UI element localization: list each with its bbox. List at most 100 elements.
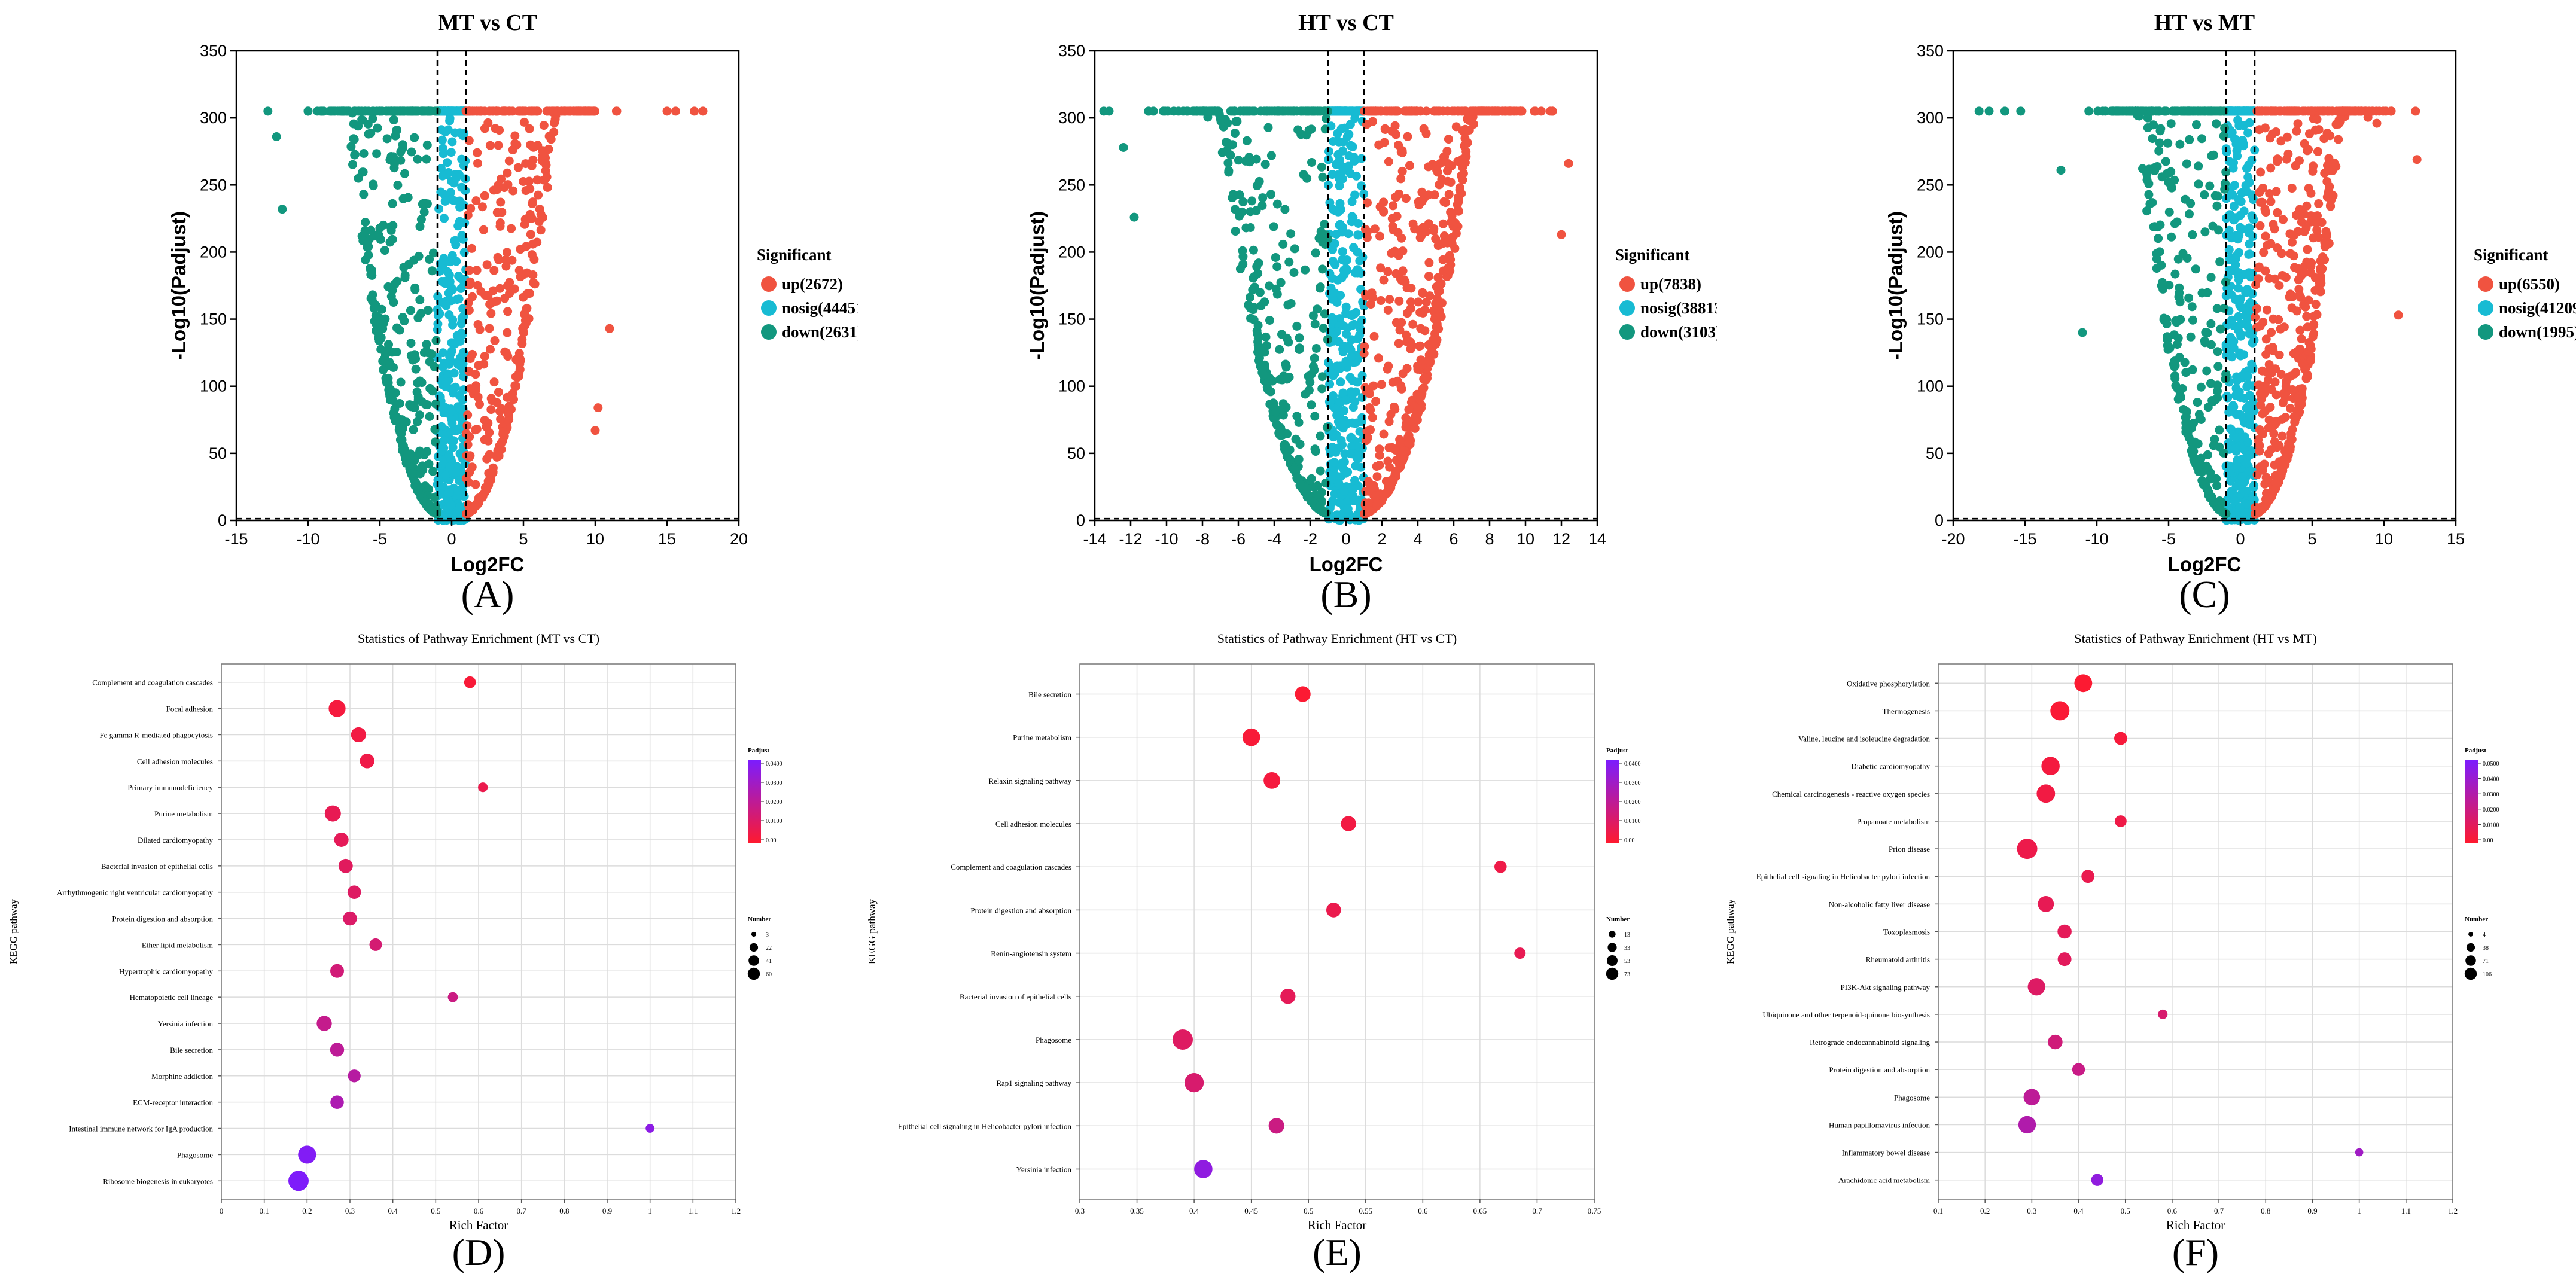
nosig-gene-point (1336, 459, 1346, 468)
x-tick-label: -10 (2085, 530, 2108, 548)
down-gene-point (1318, 172, 1327, 182)
nosig-gene-point (2234, 231, 2244, 240)
nosig-gene-point (1333, 150, 1343, 159)
nosig-gene-point (2236, 303, 2246, 312)
down-gene-point (374, 230, 383, 240)
down-gene-point (1307, 474, 1316, 483)
up-gene-point (1460, 133, 1470, 143)
up-gene-point (1453, 157, 1463, 166)
down-gene-point (2172, 340, 2182, 349)
down-gene-point (398, 194, 408, 203)
up-gene-point (1410, 423, 1420, 433)
down-gene-point (2204, 106, 2214, 116)
down-gene-point (363, 119, 373, 129)
up-gene-point (497, 208, 507, 217)
down-gene-point (1308, 311, 1318, 321)
number-legend-dot (1607, 943, 1617, 952)
up-gene-point (2297, 384, 2307, 394)
pathway-label: Chemical carcinogenesis - reactive oxyge… (1772, 790, 1930, 798)
down-gene-point (1317, 384, 1327, 394)
legend-swatch-up (761, 276, 777, 292)
down-gene-point (2157, 260, 2166, 270)
down-gene-point (375, 224, 385, 233)
down-gene-point (2136, 106, 2145, 116)
pathway-label: Human papillomavirus infection (1829, 1120, 1930, 1129)
padjust-colorbar (2465, 760, 2478, 843)
up-gene-point (525, 106, 534, 116)
nosig-gene-point (446, 501, 456, 510)
up-gene-point (1409, 415, 1419, 424)
legend-label-nosig: nosig(44451) (782, 299, 858, 317)
down-gene-point (2213, 106, 2222, 116)
nosig-gene-point (439, 404, 448, 413)
up-gene-point (1439, 231, 1449, 240)
x-tick-label: 1 (648, 1206, 652, 1215)
y-tick-label: 250 (200, 176, 227, 194)
up-gene-point (2320, 242, 2330, 251)
down-gene-point (1280, 440, 1289, 449)
up-gene-point (2295, 344, 2304, 353)
up-gene-point (1397, 233, 1406, 243)
up-gene-point (2276, 136, 2286, 146)
down-gene-point (367, 267, 376, 277)
up-gene-point (2411, 106, 2420, 116)
panel-label: (E) (1313, 1231, 1362, 1273)
nosig-gene-point (447, 106, 457, 116)
up-gene-point (465, 468, 474, 477)
up-gene-point (1379, 275, 1389, 285)
up-gene-point (1418, 288, 1427, 297)
down-gene-point (1313, 481, 1322, 490)
up-gene-point (2271, 364, 2280, 374)
pathway-label: Phagosome (1894, 1093, 1930, 1102)
legend-title: Significant (757, 246, 832, 264)
up-gene-point (526, 230, 535, 239)
nosig-gene-point (1336, 124, 1346, 133)
up-gene-point (472, 425, 482, 434)
up-gene-point (1418, 385, 1427, 394)
up-gene-point (480, 416, 489, 425)
pathway-label: Protein digestion and absorption (970, 906, 1071, 915)
up-gene-point (605, 324, 614, 333)
x-tick-label: -15 (224, 530, 248, 548)
down-gene-point (388, 234, 397, 244)
y-tick-label: 50 (1067, 444, 1085, 462)
down-gene-point (1263, 123, 1273, 132)
up-gene-point (1446, 217, 1456, 227)
down-gene-point (364, 251, 373, 260)
colorbar-tick-label: 0.0200 (1624, 799, 1641, 806)
pathway-label: Diabetic cardiomyopathy (1851, 762, 1930, 771)
up-gene-point (662, 106, 672, 116)
down-gene-point (388, 286, 397, 295)
up-gene-point (1375, 231, 1384, 241)
up-gene-point (2269, 314, 2278, 324)
down-gene-point (2169, 359, 2178, 369)
up-gene-point (462, 421, 472, 431)
nosig-gene-point (443, 158, 452, 167)
nosig-gene-point (451, 236, 460, 245)
pathway-bubble (2057, 952, 2072, 967)
up-gene-point (2304, 145, 2313, 154)
up-gene-point (473, 392, 483, 402)
down-gene-point (2172, 318, 2181, 327)
legend-swatch-down (2478, 324, 2493, 340)
nosig-gene-point (1356, 462, 1366, 472)
up-gene-point (1424, 272, 1433, 281)
nosig-gene-point (440, 276, 449, 286)
down-gene-point (409, 425, 418, 434)
up-gene-point (480, 124, 489, 133)
down-gene-point (1269, 222, 1278, 231)
x-tick-label: 5 (519, 530, 528, 548)
up-gene-point (1433, 273, 1443, 282)
down-gene-point (385, 155, 395, 164)
up-gene-point (2312, 115, 2322, 124)
down-gene-point (2188, 315, 2197, 325)
down-gene-point (1305, 377, 1315, 387)
up-gene-point (2273, 208, 2282, 217)
down-gene-point (2205, 181, 2215, 191)
up-gene-point (2251, 313, 2260, 322)
down-gene-point (1290, 244, 1299, 254)
down-gene-point (1296, 480, 1305, 489)
up-gene-point (1372, 472, 1382, 481)
nosig-gene-point (1325, 444, 1335, 453)
down-gene-point (1174, 106, 1183, 116)
